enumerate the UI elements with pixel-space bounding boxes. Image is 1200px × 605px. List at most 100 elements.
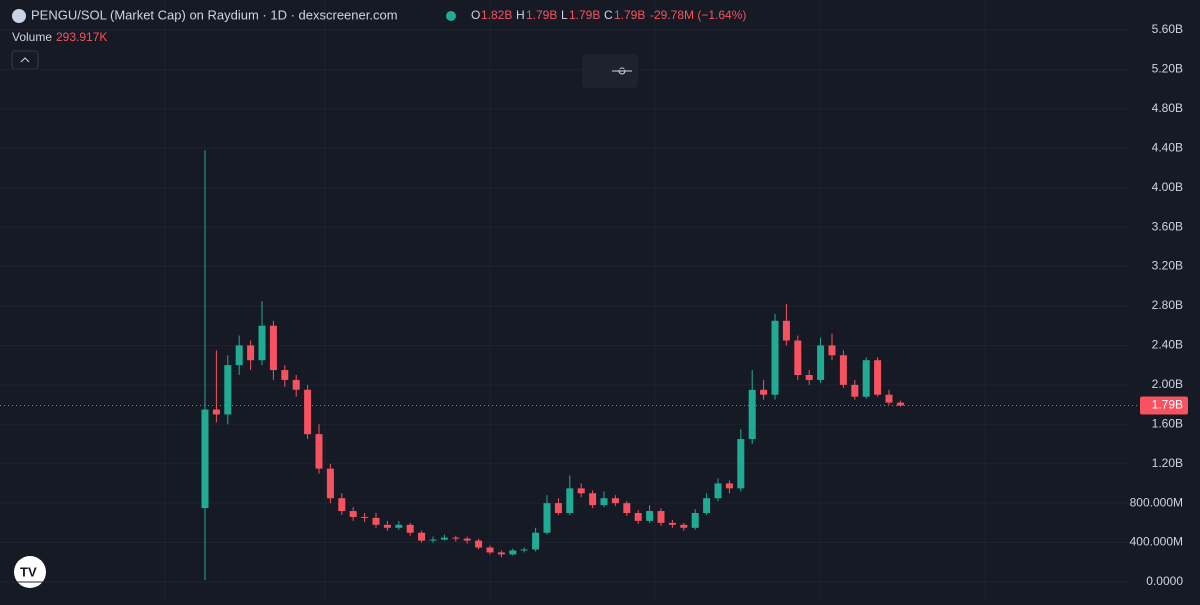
candle-body: [247, 345, 255, 361]
token-icon: [12, 9, 26, 23]
last-price-box: [1140, 396, 1188, 415]
last-price-label: 1.79B: [1152, 398, 1183, 412]
volume-value: 293.917K: [56, 30, 107, 44]
collapse-icon: [20, 57, 30, 63]
y-tick-label: 4.00B: [1152, 180, 1183, 194]
y-tick-label: 2.80B: [1152, 298, 1183, 312]
candle-body: [452, 537, 460, 539]
candle-body: [383, 524, 391, 528]
ohlc-legend: O 1.82B H 1.79B L 1.79B C 1.79B -29.78M …: [12, 8, 746, 44]
toolbar-icon: [612, 67, 632, 75]
change-value: -29.78M (−1.64%): [650, 8, 746, 22]
candle-body: [429, 539, 437, 541]
candle-body: [611, 498, 619, 504]
candle-body: [338, 498, 346, 512]
candle-body: [657, 511, 665, 523]
candle-body: [589, 493, 597, 506]
candle-body: [623, 503, 631, 513]
candle-body: [691, 513, 699, 528]
candle-body: [520, 549, 528, 551]
candle-body: [817, 345, 825, 380]
candle-body: [600, 498, 608, 506]
close-value: 1.79B: [614, 8, 645, 22]
y-tick-label: 3.20B: [1152, 259, 1183, 273]
candle-body: [680, 524, 688, 528]
candle-body: [703, 498, 711, 513]
candle-body: [737, 439, 745, 489]
toolbar[interactable]: [582, 54, 638, 88]
candle-body: [418, 532, 426, 541]
candle-body: [532, 532, 540, 550]
high-value: 1.79B: [526, 8, 557, 22]
candle-body: [748, 389, 756, 440]
candle-body: [201, 409, 209, 509]
candle-body: [440, 537, 448, 540]
y-tick-label: 4.80B: [1152, 101, 1183, 115]
candle-body: [646, 511, 654, 521]
candle-body: [304, 389, 312, 435]
candle-body: [281, 370, 289, 380]
candle-body: [475, 540, 483, 548]
status-dot: [446, 11, 456, 21]
candle-body: [509, 550, 517, 555]
candle-body: [794, 340, 802, 375]
svg-text:TV: TV: [20, 564, 37, 579]
candle-body: [463, 538, 471, 541]
low-label: L: [561, 8, 568, 22]
candle-body: [634, 513, 642, 521]
candle-body: [497, 552, 505, 555]
y-tick-label: 2.40B: [1152, 338, 1183, 352]
candle-body: [851, 384, 859, 397]
y-tick-label: 400.000M: [1130, 535, 1183, 549]
candle-body: [725, 483, 733, 489]
y-tick-label: 1.60B: [1152, 416, 1183, 430]
vertical-grid: [164, 0, 986, 600]
candle-body: [771, 320, 779, 395]
candle-body: [760, 389, 768, 395]
open-label: O: [471, 8, 480, 22]
candle-body: [486, 547, 494, 553]
candle-body: [566, 488, 574, 513]
candle-body: [212, 409, 220, 415]
collapse-button[interactable]: [11, 50, 39, 70]
candle-body: [326, 468, 334, 499]
candle-body: [224, 365, 232, 415]
candle-body: [315, 434, 323, 469]
candle-body: [361, 516, 369, 518]
candle-body: [885, 394, 893, 403]
candle-body: [258, 325, 266, 361]
candle-body: [862, 360, 870, 397]
candle-body: [395, 524, 403, 528]
y-tick-label: 0.0000: [1146, 574, 1183, 588]
volume-label: Volume: [12, 30, 52, 44]
candle-body: [349, 511, 357, 517]
candle-body: [235, 345, 243, 366]
candle-body: [269, 325, 277, 371]
y-tick-label: 5.60B: [1152, 22, 1183, 36]
candle-body: [292, 379, 300, 390]
candle-body: [805, 375, 813, 380]
y-tick-label: 5.20B: [1152, 62, 1183, 76]
candle-body: [714, 483, 722, 499]
low-value: 1.79B: [569, 8, 600, 22]
y-tick-label: 800.000M: [1130, 495, 1183, 509]
close-label: C: [604, 8, 613, 22]
candle-body: [839, 355, 847, 385]
plot: 0.0000 400.000M 800.000M 1.20B 1.60B 2.00B 2.4…: [0, 22, 1188, 588]
tv-logo: TV: [14, 556, 46, 588]
candle-body: [543, 503, 551, 533]
candle-body: [782, 320, 790, 341]
y-tick-label: 4.40B: [1152, 140, 1183, 154]
candle-body: [874, 360, 882, 395]
open-value: 1.82B: [481, 8, 512, 22]
candle-body: [668, 522, 676, 525]
candle-body: [372, 517, 380, 525]
high-label: H: [516, 8, 525, 22]
candle-body: [577, 488, 585, 494]
chart-title: PENGU/SOL (Market Cap) on Raydium · 1D ·…: [31, 7, 398, 22]
candle-body: [828, 345, 836, 356]
candle-body: [406, 524, 414, 533]
candle-body: [896, 402, 904, 406]
